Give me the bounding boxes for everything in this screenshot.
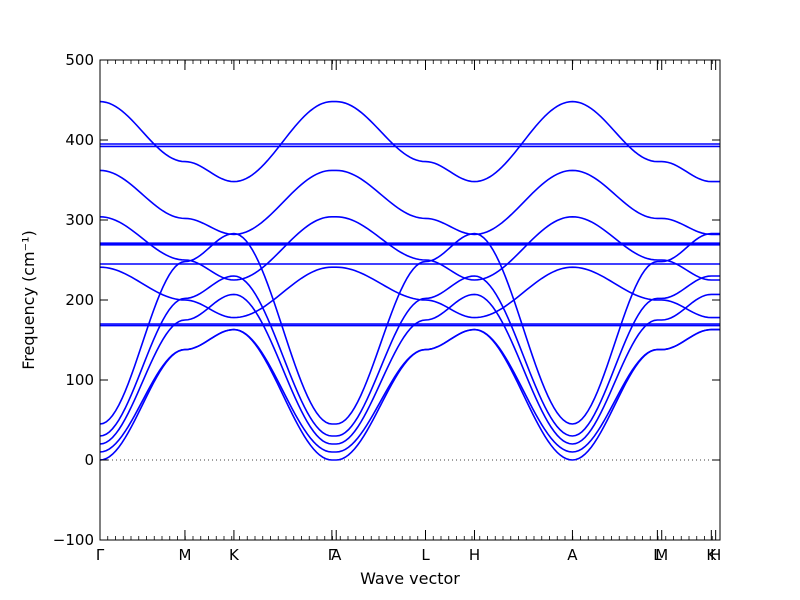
band-line-12 bbox=[99, 232, 720, 425]
x-tick-label: Γ bbox=[96, 546, 105, 564]
x-tick-label: M bbox=[178, 546, 191, 564]
band-line-9 bbox=[99, 266, 720, 319]
y-tick-label: 300 bbox=[65, 211, 94, 229]
y-tick-label: 400 bbox=[65, 131, 94, 149]
band-line-16 bbox=[99, 328, 720, 461]
band-line-1 bbox=[99, 100, 720, 183]
x-tick-label: H bbox=[710, 546, 721, 564]
series-layer bbox=[99, 100, 720, 461]
y-tick-label: 0 bbox=[84, 451, 94, 469]
plot-frame bbox=[99, 59, 721, 541]
symmetry-tick-lines bbox=[99, 60, 717, 540]
x-tick-label: H bbox=[469, 546, 480, 564]
x-tick-label: K bbox=[706, 546, 717, 564]
x-axis-label: Wave vector bbox=[360, 569, 460, 588]
band-line-5 bbox=[99, 215, 720, 281]
axis-ticks bbox=[99, 59, 721, 541]
x-tick-label: A bbox=[567, 546, 578, 564]
band-line-4 bbox=[99, 169, 720, 236]
y-tick-label: −100 bbox=[53, 531, 94, 549]
y-axis-label: Frequency (cm⁻¹) bbox=[19, 230, 38, 369]
x-tick-label: M bbox=[655, 546, 668, 564]
x-tick-label: L bbox=[421, 546, 430, 564]
x-tick-label: L bbox=[653, 546, 662, 564]
band-line-13 bbox=[99, 275, 720, 437]
x-tick-label: K bbox=[229, 546, 240, 564]
y-tick-label: 100 bbox=[65, 371, 94, 389]
band-line-14 bbox=[99, 293, 720, 445]
y-tick-label: 500 bbox=[65, 51, 94, 69]
x-tick-label: Γ bbox=[328, 546, 337, 564]
plot-area bbox=[99, 60, 720, 540]
x-tick-label: A bbox=[331, 546, 342, 564]
y-tick-labels: −100 0 100 200 300 400 500 bbox=[53, 51, 94, 549]
x-tick-labels: Γ M K ΓA L H A LM KH bbox=[96, 546, 721, 564]
y-tick-label: 200 bbox=[65, 291, 94, 309]
